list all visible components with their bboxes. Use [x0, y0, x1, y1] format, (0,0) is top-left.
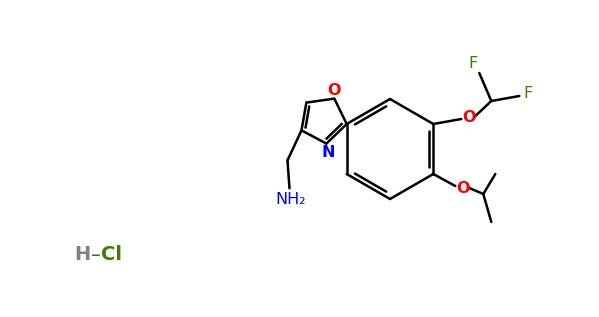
Text: O: O — [328, 83, 341, 98]
Text: O: O — [456, 180, 470, 196]
Text: Cl: Cl — [101, 245, 123, 264]
Text: H: H — [74, 245, 90, 264]
Text: NH₂: NH₂ — [276, 192, 305, 207]
Text: O: O — [462, 111, 476, 126]
Text: F: F — [468, 55, 478, 70]
Text: N: N — [322, 145, 335, 160]
Text: F: F — [524, 87, 533, 101]
Text: –: – — [91, 245, 101, 264]
